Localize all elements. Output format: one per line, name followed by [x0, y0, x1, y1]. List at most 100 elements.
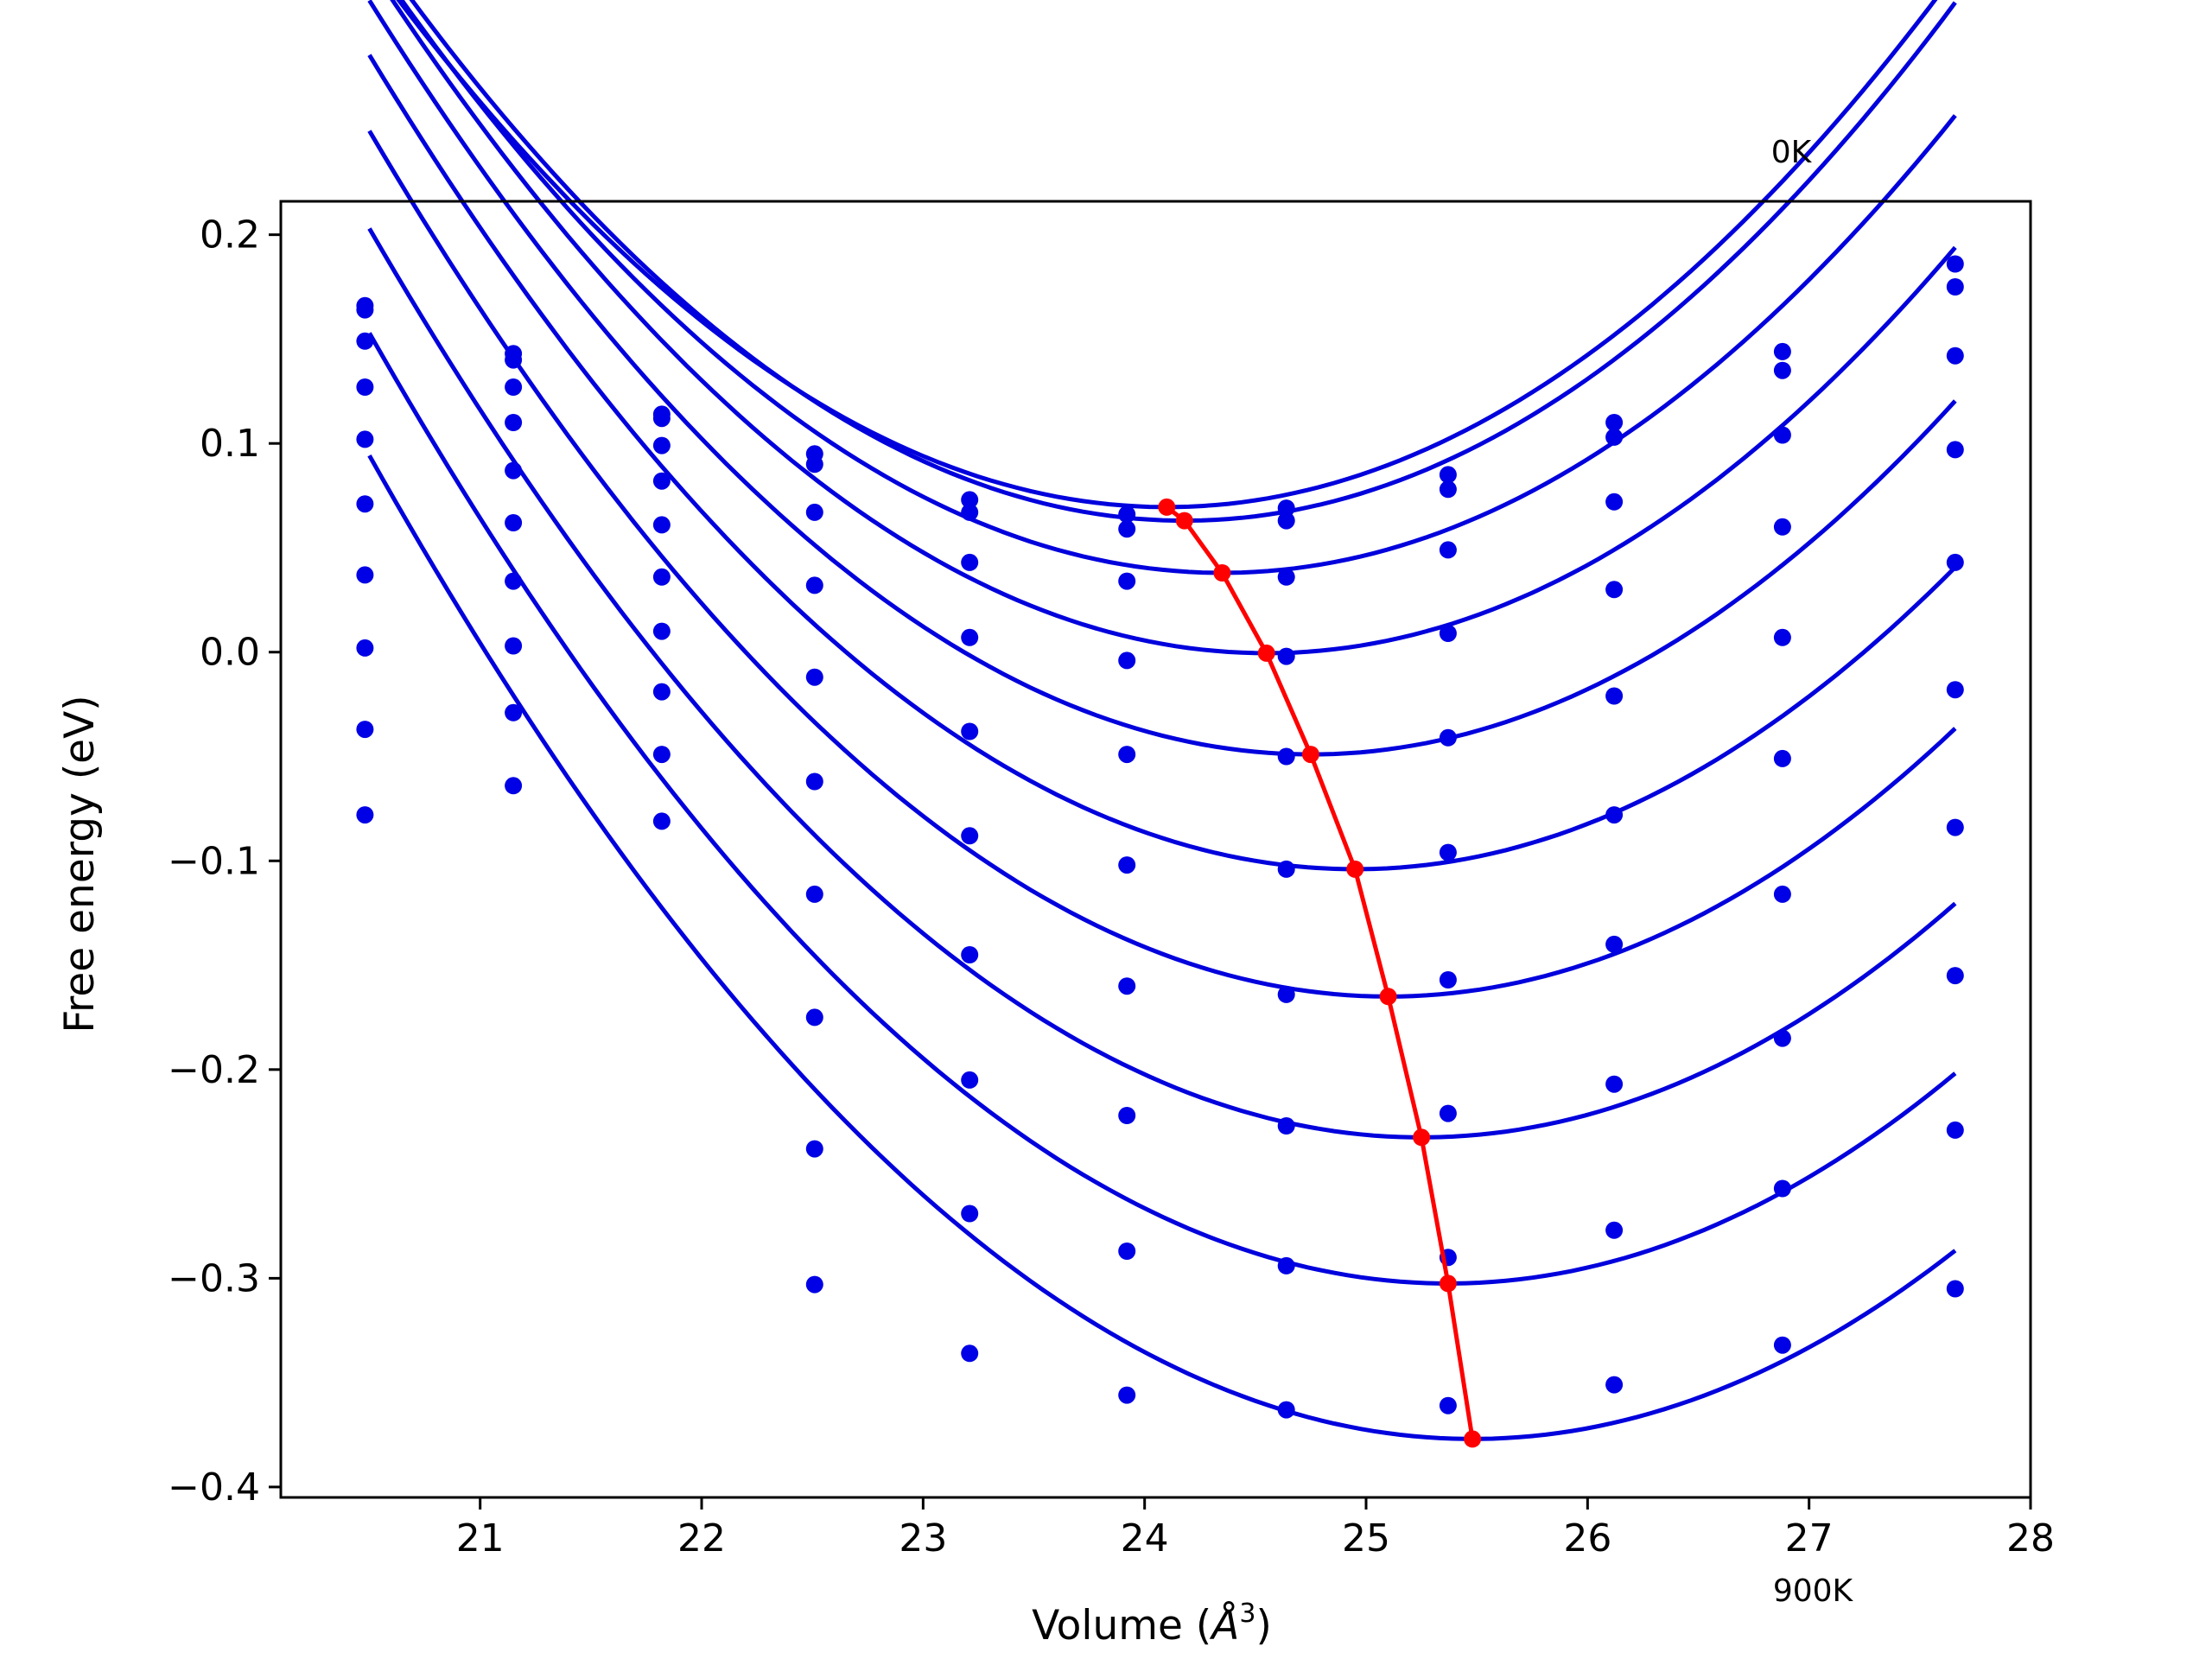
data-point — [1946, 278, 1964, 296]
data-point — [1605, 414, 1624, 431]
x-axis-label-close: ) — [1256, 1602, 1272, 1649]
data-point — [961, 503, 979, 521]
data-point — [652, 436, 671, 454]
data-point — [1439, 480, 1457, 499]
fit-curve-4 — [367, 0, 1957, 757]
fit-curve-6 — [367, 130, 1957, 999]
y-tick-label: −0.1 — [168, 839, 260, 883]
data-point — [1773, 1336, 1791, 1354]
x-axis-label-text: Volume ( — [1032, 1602, 1211, 1649]
annotation-0k: 0K — [1771, 135, 1813, 170]
data-point — [805, 1008, 823, 1027]
data-point — [652, 812, 671, 830]
data-point — [1439, 541, 1457, 559]
data-point — [1605, 493, 1624, 511]
data-point — [505, 461, 523, 480]
data-point — [1946, 1280, 1964, 1298]
data-point — [1277, 985, 1295, 1003]
data-point — [1605, 1221, 1624, 1239]
data-point — [1946, 818, 1964, 836]
data-point — [805, 455, 823, 474]
data-point — [1277, 860, 1295, 878]
data-point — [356, 495, 374, 513]
data-point — [1439, 1396, 1457, 1414]
data-point — [356, 639, 374, 657]
data-point — [356, 378, 374, 396]
data-point — [652, 568, 671, 586]
data-point — [505, 351, 523, 369]
data-point — [805, 576, 823, 594]
min-path-point — [1175, 512, 1193, 530]
minimum-path — [1158, 498, 1482, 1448]
y-tick-label: −0.2 — [168, 1048, 260, 1092]
min-path-point — [1464, 1430, 1482, 1448]
data-point — [961, 946, 979, 963]
data-point — [805, 885, 823, 903]
data-point — [356, 430, 374, 448]
data-point — [1773, 749, 1791, 767]
min-path-point — [1257, 644, 1275, 662]
data-point — [1946, 967, 1964, 985]
data-point — [505, 703, 523, 721]
data-point — [1118, 746, 1136, 764]
y-tick-label: −0.4 — [168, 1465, 260, 1510]
data-point — [1773, 1029, 1791, 1047]
data-point — [1118, 652, 1136, 670]
data-point — [1773, 361, 1791, 379]
data-point — [1439, 625, 1457, 642]
data-point — [1773, 1179, 1791, 1198]
data-point — [1773, 885, 1791, 903]
data-point — [652, 472, 671, 490]
data-point — [1773, 518, 1791, 536]
data-point — [505, 572, 523, 590]
x-tick-label: 27 — [1785, 1516, 1834, 1560]
data-point — [1439, 466, 1457, 484]
data-point — [1946, 255, 1964, 273]
fit-curve-9 — [367, 454, 1957, 1441]
data-point — [1946, 346, 1964, 365]
fit-curve-5 — [367, 54, 1957, 872]
data-point — [652, 746, 671, 764]
x-axis-label-exponent: 3 — [1239, 1599, 1255, 1629]
data-points — [356, 255, 1964, 1419]
data-point — [652, 516, 671, 534]
min-path-point — [1413, 1128, 1431, 1147]
min-path-point — [1346, 860, 1364, 878]
x-axis-label-unit: Å — [1209, 1602, 1239, 1649]
data-point — [356, 301, 374, 319]
annotation-900k: 900K — [1773, 1573, 1854, 1609]
data-point — [1439, 1104, 1457, 1122]
data-point — [1773, 628, 1791, 646]
data-point — [356, 332, 374, 350]
fit-curve-1 — [409, 0, 1957, 523]
data-point — [1946, 681, 1964, 699]
data-point — [1605, 935, 1624, 953]
data-point — [961, 1205, 979, 1223]
data-point — [1118, 977, 1136, 995]
data-point — [1277, 1256, 1295, 1274]
data-point — [1277, 499, 1295, 518]
data-point — [356, 566, 374, 584]
data-point — [1605, 428, 1624, 446]
data-point — [652, 683, 671, 701]
x-tick-label: 22 — [677, 1516, 726, 1560]
data-point — [1118, 1107, 1136, 1124]
x-tick-label: 26 — [1563, 1516, 1611, 1560]
x-axis-ticks: 21 22 23 24 25 26 27 28 — [456, 1497, 2055, 1560]
data-point — [505, 637, 523, 655]
data-point — [1946, 553, 1964, 571]
y-tick-label: −0.3 — [168, 1256, 260, 1300]
fit-curve-8 — [367, 332, 1957, 1286]
data-point — [1773, 426, 1791, 444]
x-tick-label: 21 — [456, 1516, 505, 1560]
data-point — [961, 553, 979, 571]
y-tick-label: 0.1 — [200, 422, 260, 466]
data-point — [1605, 581, 1624, 599]
min-path-point — [1158, 498, 1176, 516]
y-tick-label: 0.0 — [200, 631, 260, 675]
fit-curves — [367, 0, 1957, 1441]
fit-curve-7 — [367, 227, 1957, 1140]
data-point — [652, 622, 671, 640]
